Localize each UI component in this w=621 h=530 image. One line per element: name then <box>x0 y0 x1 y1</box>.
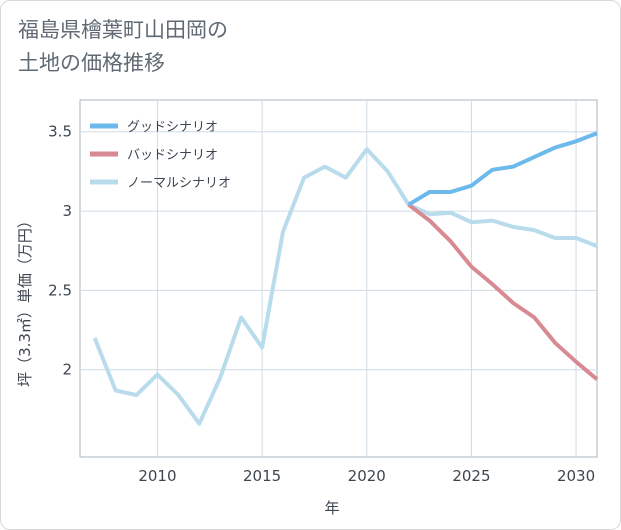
x-tick-label: 2015 <box>243 467 281 485</box>
x-tick-label: 2025 <box>452 467 490 485</box>
grid-lines <box>80 100 597 457</box>
legend-label: バッドシナリオ <box>127 148 218 163</box>
x-axis-title: 年 <box>324 499 339 517</box>
x-tick-label: 2030 <box>557 467 595 485</box>
series-line-0 <box>407 131 598 207</box>
plot-area <box>79 99 598 458</box>
y-tick-label: 3.5 <box>48 123 72 141</box>
y-axis-ticks: 2 2.5 3 3.5 <box>48 123 72 379</box>
chart-title: 福島県檜葉町山田岡の 土地の価格推移 <box>18 18 228 75</box>
y-tick-label: 3 <box>62 202 72 220</box>
legend-label: ノーマルシナリオ <box>127 176 231 191</box>
legend-label: グッドシナリオ <box>127 120 218 135</box>
series-line-1 <box>407 203 599 381</box>
series-line-2 <box>92 147 598 426</box>
y-tick-label: 2.5 <box>48 281 72 299</box>
y-tick-label: 2 <box>62 361 72 379</box>
series-layer <box>92 131 599 426</box>
x-axis-ticks: 2010 2015 2020 2025 2030 <box>138 467 595 485</box>
x-tick-label: 2020 <box>348 467 386 485</box>
y-axis-title: 坪（3.3㎡）単価（万円） <box>16 213 34 387</box>
x-tick-label: 2010 <box>138 467 176 485</box>
